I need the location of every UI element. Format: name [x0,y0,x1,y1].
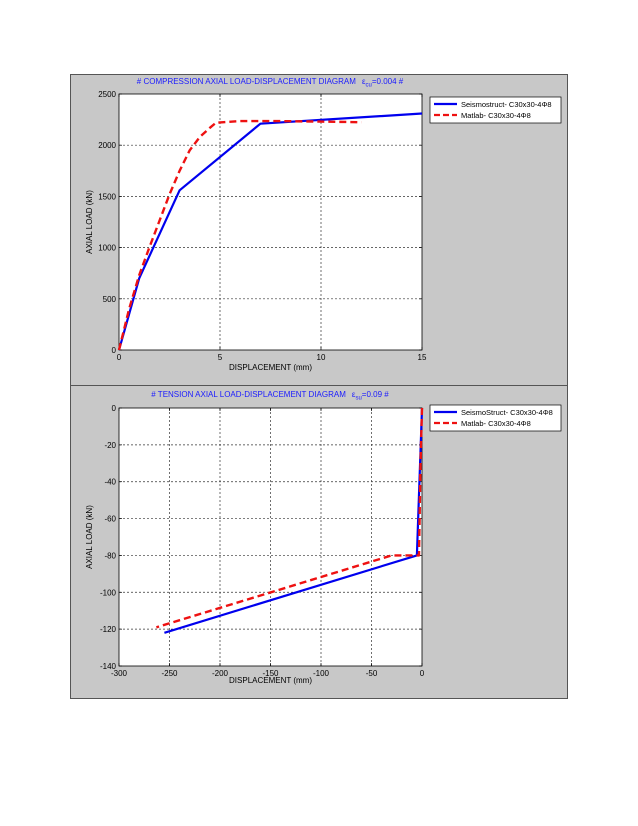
x-tick-label: -250 [161,669,178,678]
y-tick-label: -40 [104,478,116,487]
chart-tension: -300 -250 -200 -150 -100 -50 0 0 -20 -40 -60 -80 -10… [71,386,567,698]
legend-label: Seismostruct- C30x30-4Φ8 [461,100,552,109]
y-tick-label: -140 [100,662,117,671]
title-subscript: su [355,396,361,402]
x-tick-label: 0 [420,669,425,678]
legend: SeismoStruct- C30x30-4Φ8 Matlab- C30x30-4… [429,404,562,432]
x-tick-label: -50 [366,669,378,678]
y-tick-label: 2000 [98,141,116,150]
series-line-matlab [117,119,362,351]
legend-label: Matlab- C30x30-4Φ8 [461,111,531,120]
title-suffix: =0.09 # [362,390,389,399]
x-tick-label: -100 [313,669,330,678]
title-prefix: # COMPRESSION AXIAL LOAD-DISPLACEMENT DI… [137,77,357,86]
x-tick-label: -150 [262,669,279,678]
x-tick-label: 5 [218,353,223,362]
x-tick-label: -300 [111,669,128,678]
x-tick-label: 10 [317,353,326,362]
y-tick-label: 0 [112,404,117,413]
y-tick-label: -120 [100,625,117,634]
x-axis-label: DISPLACEMENT (mm) [229,363,312,372]
y-tick-label: 1000 [98,244,116,253]
title-subscript: cu [366,83,372,89]
y-tick-label: -100 [100,588,117,597]
y-tick-label: 0 [112,346,117,355]
figure-frame [70,74,568,699]
chart-title: # COMPRESSION AXIAL LOAD-DISPLACEMENT DI… [137,77,404,89]
x-tick-label: 0 [117,353,122,362]
legend-box [429,96,562,124]
y-tick-label: 1500 [98,192,116,201]
axes-border [118,93,423,351]
x-tick-label: 15 [418,353,427,362]
y-axis-label: AXIAL LOAD (kN) [85,190,94,254]
y-tick-label: 500 [103,295,117,304]
figure-divider [70,385,568,386]
y-tick-label: 2500 [98,90,116,99]
y-tick-label: -80 [104,551,116,560]
legend: Seismostruct- C30x30-4Φ8 Matlab- C30x30-4… [429,96,562,124]
y-axis-label: AXIAL LOAD (kN) [85,505,94,569]
series-line-matlab [156,407,424,629]
axes-background [119,94,422,350]
legend-label: SeismoStruct- C30x30-4Φ8 [461,408,553,417]
chart-title: # TENSION AXIAL LOAD-DISPLACEMENT DIAGRA… [151,390,389,402]
legend-box [429,404,562,432]
title-epsilon: ε [352,390,356,399]
y-tick-label: -60 [104,515,116,524]
title-suffix: =0.004 # [372,77,404,86]
y-tick-label: -20 [104,441,116,450]
legend-label: Matlab- C30x30-4Φ8 [461,419,531,428]
x-axis-label: DISPLACEMENT (mm) [229,676,312,685]
title-epsilon: ε [362,77,366,86]
series-line-seismostruct [117,112,423,351]
chart-compression: 0 5 10 15 0 500 1000 1500 2000 2500 DISPLACEMENT (… [71,75,567,385]
title-prefix: # TENSION AXIAL LOAD-DISPLACEMENT DIAGRA… [151,390,346,399]
x-tick-label: -200 [212,669,229,678]
